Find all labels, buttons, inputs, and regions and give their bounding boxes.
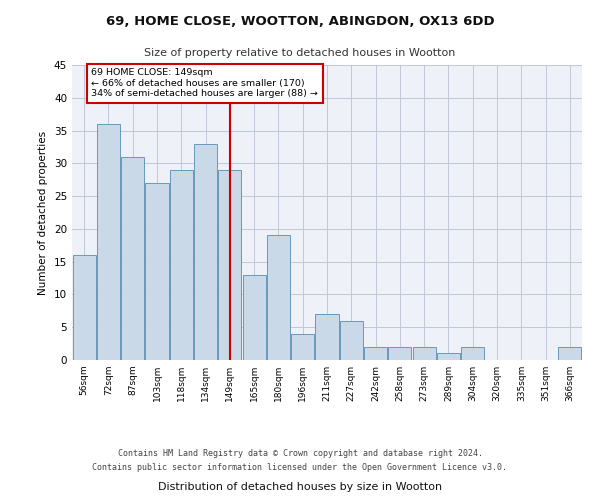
Bar	[340, 320, 363, 360]
Text: 69 HOME CLOSE: 149sqm
← 66% of detached houses are smaller (170)
34% of semi-det: 69 HOME CLOSE: 149sqm ← 66% of detached …	[91, 68, 319, 98]
Bar	[559, 347, 581, 360]
Text: 69, HOME CLOSE, WOOTTON, ABINGDON, OX13 6DD: 69, HOME CLOSE, WOOTTON, ABINGDON, OX13 …	[106, 15, 494, 28]
Bar	[316, 314, 338, 360]
Bar	[291, 334, 314, 360]
Bar	[218, 170, 241, 360]
Bar	[73, 255, 95, 360]
Y-axis label: Number of detached properties: Number of detached properties	[38, 130, 49, 294]
Bar	[461, 347, 484, 360]
Bar	[121, 157, 144, 360]
Text: Size of property relative to detached houses in Wootton: Size of property relative to detached ho…	[145, 48, 455, 58]
Bar	[437, 354, 460, 360]
Bar	[170, 170, 193, 360]
Bar	[145, 183, 169, 360]
Bar	[413, 347, 436, 360]
Text: Contains HM Land Registry data © Crown copyright and database right 2024.: Contains HM Land Registry data © Crown c…	[118, 448, 482, 458]
Bar	[242, 275, 266, 360]
Bar	[194, 144, 217, 360]
Bar	[388, 347, 412, 360]
Bar	[97, 124, 120, 360]
Bar	[364, 347, 387, 360]
Text: Distribution of detached houses by size in Wootton: Distribution of detached houses by size …	[158, 482, 442, 492]
Text: Contains public sector information licensed under the Open Government Licence v3: Contains public sector information licen…	[92, 464, 508, 472]
Bar	[267, 236, 290, 360]
